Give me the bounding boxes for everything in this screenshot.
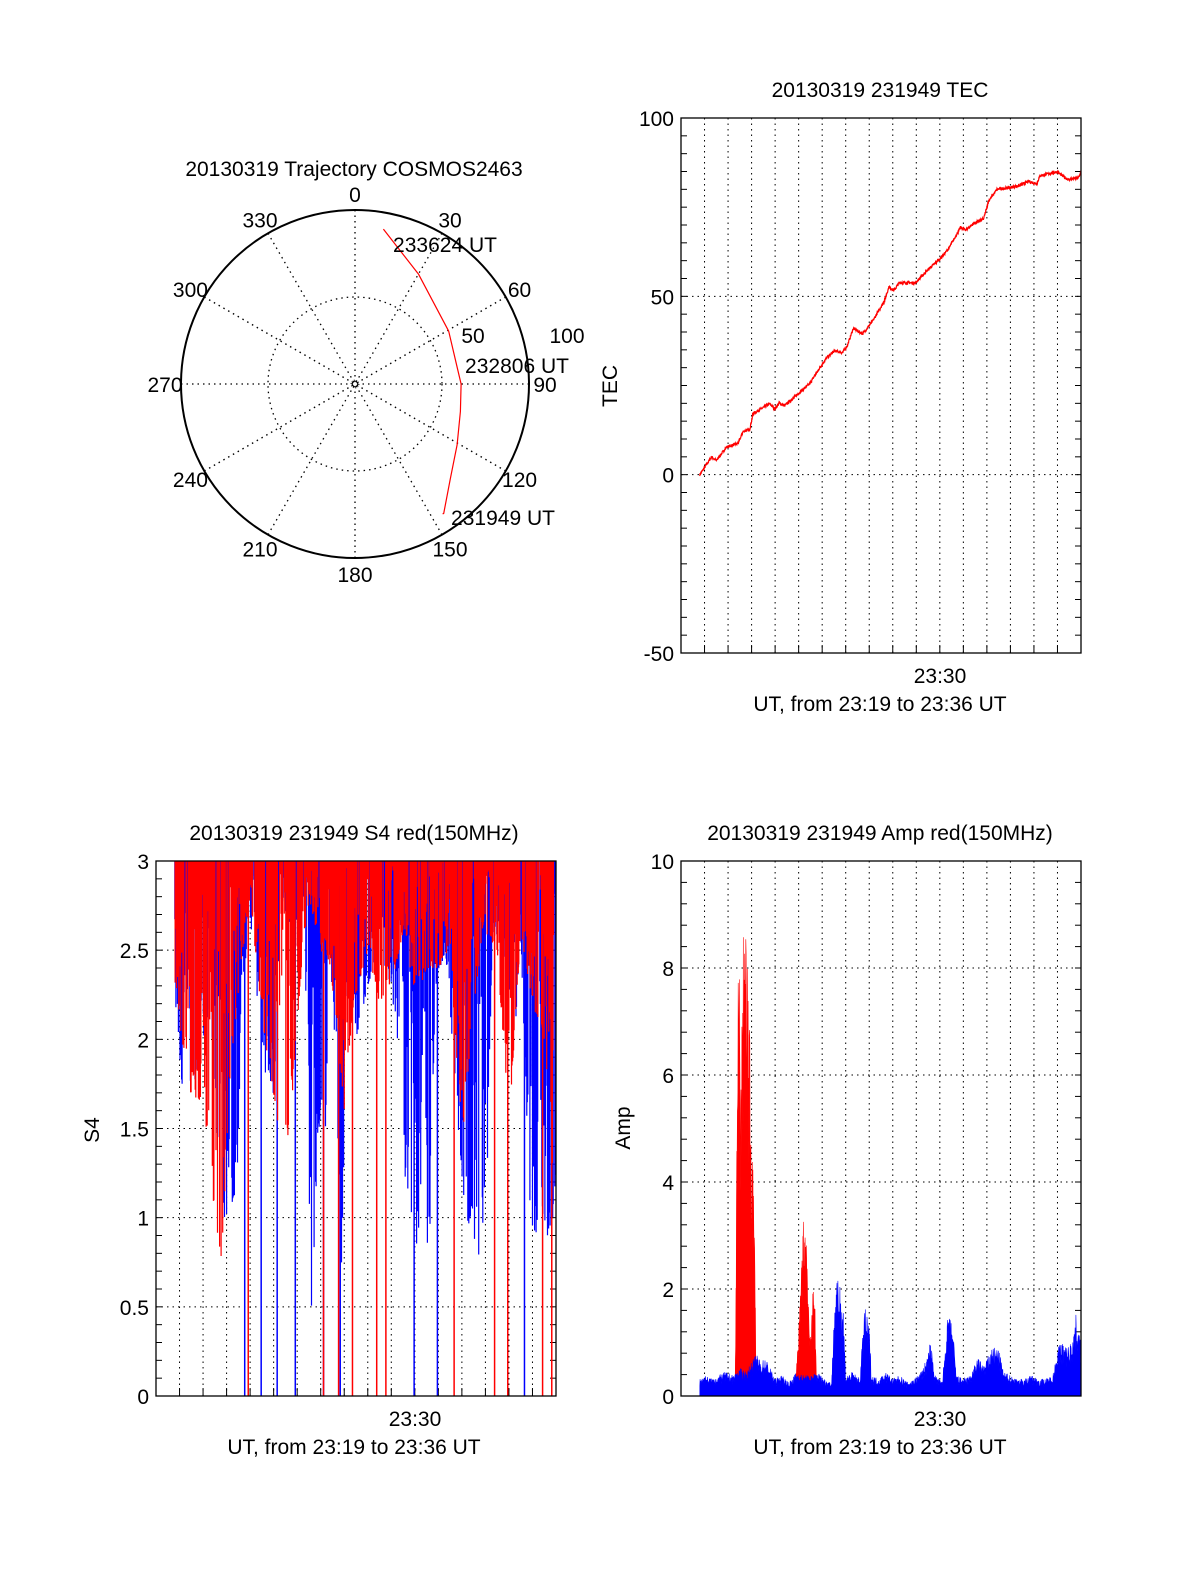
center-marker (350, 379, 360, 389)
horizon-circle (180, 209, 530, 559)
tec-xlabel: UT, from 23:19 to 23:36 UT (753, 693, 1006, 716)
azimuth-label: 300 (173, 279, 208, 302)
azimuth-label: 150 (432, 539, 467, 562)
polar-grid (180, 209, 530, 559)
polar-title: 20130319 Trajectory COSMOS2463 (185, 158, 522, 181)
amp-xlabel: UT, from 23:19 to 23:36 UT (753, 1436, 1006, 1459)
polar-ray (267, 232, 443, 536)
azimuth-label: 210 (242, 539, 277, 562)
azimuth-label: 330 (242, 209, 277, 232)
y-tick-label: 100 (639, 108, 674, 131)
y-tick-label: 2 (137, 1029, 149, 1052)
s4-title: 20130319 231949 S4 red(150MHz) (189, 822, 518, 845)
y-tick-label: 2 (662, 1279, 674, 1302)
s4-plot: 20130319 231949 S4 red(150MHz) 23:30 UT,… (81, 822, 557, 1459)
y-tick-label: 1.5 (120, 1119, 149, 1142)
amp-frame (680, 860, 1082, 1397)
amp-plot: 20130319 231949 Amp red(150MHz) 23:30 UT… (612, 822, 1082, 1459)
y-tick-label: 8 (662, 958, 674, 981)
azimuth-labels: 0 30 60 90 120 150 180 210 240 270 300 330 (147, 184, 556, 587)
s4-ylabel: S4 (81, 1117, 104, 1143)
y-tick-label: -50 (644, 643, 674, 666)
tec-ylabel: TEC (599, 365, 622, 407)
tec-series-line (699, 169, 1081, 477)
amp-ylabel: Amp (612, 1106, 635, 1149)
y-tick-label: 3 (137, 851, 149, 874)
tec-x-tick-2330: 23:30 (914, 665, 967, 688)
zenith-ring-50 (267, 296, 443, 472)
y-tick-label: 50 (651, 286, 674, 309)
tec-plot: 20130319 231949 TEC 23:30 UT, from 23:19… (599, 79, 1082, 716)
tec-marks (699, 169, 1081, 477)
y-tick-label: 0 (662, 465, 674, 488)
time-label-end: 233624 UT (393, 234, 497, 257)
tec-frame (680, 117, 1082, 654)
y-tick-label: 2.5 (120, 940, 149, 963)
amp-red-series (734, 937, 818, 1396)
s4-marks (174, 861, 556, 1396)
y-tick-label: 0 (137, 1386, 149, 1409)
s4-frame (155, 860, 557, 1397)
azimuth-label: 60 (508, 279, 531, 302)
azimuth-label: 30 (438, 209, 461, 232)
azimuth-label: 180 (337, 564, 372, 587)
time-label-mid: 232806 UT (465, 355, 569, 378)
s4-xlabel: UT, from 23:19 to 23:36 UT (227, 1436, 480, 1459)
amp-marks (699, 937, 1081, 1396)
time-label-start: 231949 UT (451, 507, 555, 530)
zenith-label-50: 50 (461, 325, 484, 348)
y-tick-label: 0.5 (120, 1297, 149, 1320)
azimuth-label: 0 (349, 184, 361, 207)
tec-grid (681, 118, 1081, 653)
polar-ray (267, 232, 443, 536)
y-tick-label: 1 (137, 1208, 149, 1231)
y-tick-label: 0 (662, 1386, 674, 1409)
azimuth-label: 90 (533, 374, 556, 397)
zenith-label-100: 100 (549, 325, 584, 348)
trajectory-line (382, 228, 462, 515)
tec-title: 20130319 231949 TEC (772, 79, 989, 102)
amp-blue-series (699, 1280, 1081, 1396)
azimuth-label: 270 (147, 374, 182, 397)
y-tick-label: 6 (662, 1065, 674, 1088)
azimuth-label: 120 (502, 469, 537, 492)
amp-title: 20130319 231949 Amp red(150MHz) (707, 822, 1053, 845)
s4-x-tick-2330: 23:30 (389, 1408, 442, 1431)
azimuth-label: 240 (173, 469, 208, 492)
y-tick-label: 4 (662, 1172, 674, 1195)
amp-x-tick-2330: 23:30 (914, 1408, 967, 1431)
y-tick-label: 10 (651, 851, 674, 874)
polar-trajectory-plot: 20130319 Trajectory COSMOS2463 0 30 60 90 12… (147, 158, 584, 587)
